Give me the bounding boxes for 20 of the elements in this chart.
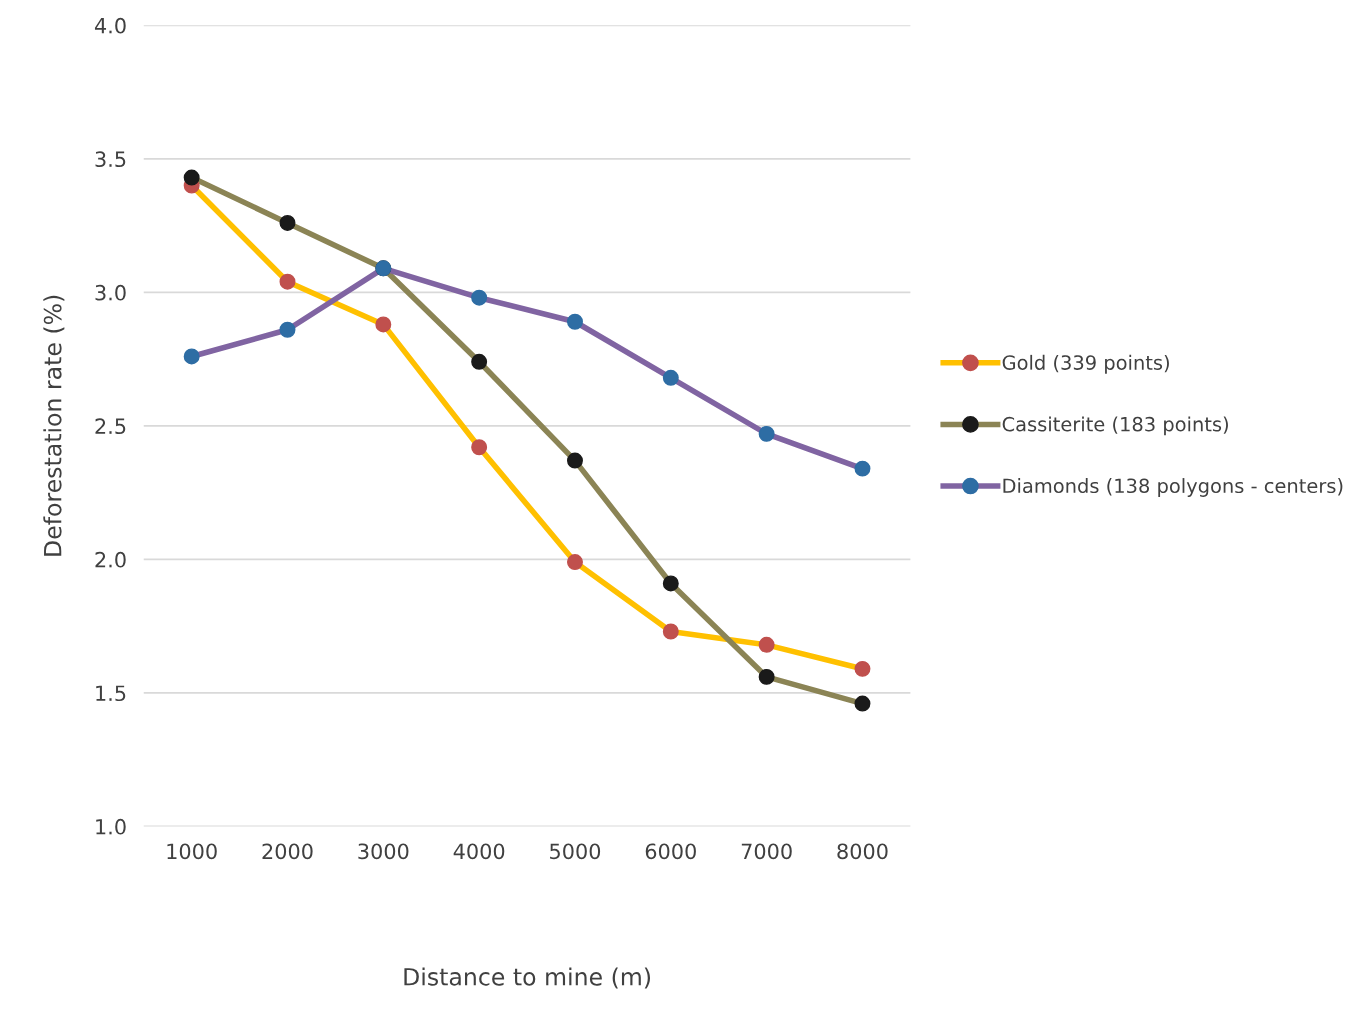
y-tick-label: 1.5 bbox=[96, 685, 126, 702]
x-tick-label: 8000 bbox=[837, 843, 888, 860]
x-tick-label: 3000 bbox=[358, 843, 409, 860]
y-tick-label: 1.0 bbox=[96, 818, 126, 835]
y-tick-label: 3.0 bbox=[95, 284, 126, 301]
x-tick-label: 1000 bbox=[167, 843, 217, 860]
y-tick-label: 3.5 bbox=[95, 151, 126, 168]
y-axis-title: Deforestation rate (%) bbox=[43, 295, 65, 556]
x-tick-label: 4000 bbox=[453, 843, 505, 860]
y-tick-label: 2.0 bbox=[95, 551, 126, 568]
x-tick-label: 5000 bbox=[550, 843, 601, 860]
legend-label: Cassiterite (183 points) bbox=[1002, 416, 1228, 436]
x-tick-label: 2000 bbox=[262, 843, 313, 860]
y-tick-label: 4.0 bbox=[94, 17, 126, 34]
legend-label: Gold (339 points) bbox=[1002, 354, 1169, 374]
y-tick-label: 2.5 bbox=[95, 418, 126, 435]
x-tick-label: 6000 bbox=[645, 843, 696, 860]
legend-label: Diamonds (138 polygons - centers) bbox=[1003, 478, 1343, 497]
x-axis-title: Distance to mine (m) bbox=[404, 967, 651, 989]
x-tick-label: 7000 bbox=[741, 843, 792, 860]
